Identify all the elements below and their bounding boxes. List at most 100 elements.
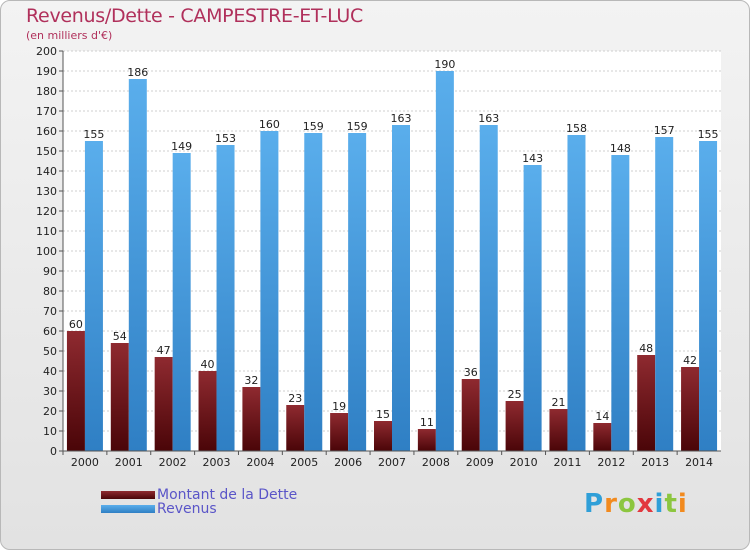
bar-dette — [374, 421, 392, 451]
y-tick-label: 0 — [50, 445, 57, 458]
logo-letter: P — [584, 489, 605, 519]
data-label-dette: 36 — [464, 366, 478, 379]
bar-revenus — [655, 137, 674, 451]
bar-dette — [330, 413, 349, 451]
y-tick-label: 40 — [43, 365, 57, 378]
legend-item-revenus: Revenus — [101, 501, 297, 517]
bar-dette — [593, 423, 612, 451]
proxiti-logo: Proxiti — [584, 489, 688, 519]
bar-revenus — [611, 155, 630, 451]
legend-swatch-revenus — [101, 505, 155, 513]
bar-revenus — [435, 71, 454, 451]
y-tick-label: 100 — [36, 245, 57, 258]
x-tick-label: 2002 — [159, 456, 187, 469]
bar-revenus — [348, 133, 367, 451]
bar-dette — [505, 401, 524, 451]
bar-revenus — [128, 79, 147, 451]
y-tick-label: 180 — [36, 85, 57, 98]
bar-revenus — [699, 141, 718, 451]
data-label-dette: 23 — [288, 392, 302, 405]
x-tick-label: 2011 — [553, 456, 581, 469]
y-tick-label: 150 — [36, 145, 57, 158]
logo-letter: t — [664, 489, 678, 519]
data-label-revenus: 148 — [610, 142, 631, 155]
y-tick-label: 110 — [36, 225, 57, 238]
data-label-revenus: 186 — [127, 66, 148, 79]
bars — [66, 71, 718, 451]
y-tick-label: 200 — [36, 45, 57, 58]
data-label-dette: 21 — [551, 396, 565, 409]
y-tick-label: 60 — [43, 325, 57, 338]
bar-dette — [417, 429, 436, 451]
data-label-revenus: 158 — [566, 122, 587, 135]
data-label-revenus: 143 — [522, 152, 543, 165]
legend: Montant de la Dette Revenus — [101, 487, 298, 517]
bar-dette — [681, 367, 700, 451]
x-tick-label: 2008 — [422, 456, 450, 469]
data-label-revenus: 159 — [347, 120, 368, 133]
data-label-dette: 25 — [508, 388, 522, 401]
data-label-dette: 48 — [639, 342, 653, 355]
logo-letter: r — [604, 489, 618, 519]
y-tick-label: 80 — [43, 285, 57, 298]
logo-letter: i — [654, 489, 665, 519]
y-tick-label: 20 — [43, 405, 57, 418]
y-tick-label: 160 — [36, 125, 57, 138]
y-tick-label: 120 — [36, 205, 57, 218]
data-label-dette: 40 — [201, 358, 215, 371]
legend-label-dette: Montant de la Dette — [157, 487, 298, 503]
data-label-dette: 60 — [69, 318, 83, 331]
bar-dette — [242, 387, 261, 451]
y-tick-label: 190 — [36, 65, 57, 78]
bar-revenus — [567, 135, 586, 451]
data-labels: 60 155 54 186 47 149 40 153 32 160 23 159 19 159 15 163… — [69, 58, 719, 429]
data-label-dette: 19 — [332, 400, 346, 413]
bar-revenus — [479, 125, 498, 451]
x-axis: 2000 2001 2002 2003 2004 2005 2006 2007 2008 2009… — [62, 450, 721, 469]
bar-revenus — [172, 153, 191, 451]
bar-revenus — [523, 165, 542, 451]
bar-revenus — [304, 133, 323, 451]
data-label-dette: 54 — [113, 330, 127, 343]
x-tick-label: 2007 — [378, 456, 406, 469]
data-label-revenus: 149 — [171, 140, 192, 153]
data-label-revenus: 190 — [434, 58, 455, 71]
bar-revenus — [392, 125, 410, 451]
data-label-dette: 11 — [420, 416, 434, 429]
y-tick-label: 140 — [36, 165, 57, 178]
legend-swatch-dette — [101, 491, 155, 499]
data-label-dette: 14 — [595, 410, 609, 423]
logo-letter: i — [677, 489, 688, 519]
x-tick-label: 2003 — [203, 456, 231, 469]
data-label-revenus: 157 — [654, 124, 675, 137]
data-label-revenus: 163 — [391, 112, 412, 125]
y-tick-label: 130 — [36, 185, 57, 198]
data-label-dette: 42 — [683, 354, 697, 367]
y-axis: 0 10 20 30 40 50 60 70 80 90 100 110 120 130 140 150 160… — [36, 45, 64, 458]
data-label-revenus: 153 — [215, 132, 236, 145]
x-tick-label: 2010 — [510, 456, 538, 469]
bar-revenus — [216, 145, 235, 451]
x-tick-label: 2009 — [466, 456, 494, 469]
logo-letter: x — [636, 489, 655, 519]
logo-letter: o — [617, 489, 637, 519]
y-tick-label: 50 — [43, 345, 57, 358]
data-label-revenus: 155 — [698, 128, 719, 141]
x-tick-label: 2005 — [290, 456, 318, 469]
bar-dette — [549, 409, 568, 451]
bar-dette — [198, 371, 217, 451]
x-tick-label: 2014 — [685, 456, 713, 469]
bar-dette — [461, 379, 480, 451]
x-tick-label: 2013 — [641, 456, 669, 469]
y-tick-label: 30 — [43, 385, 57, 398]
x-tick-label: 2000 — [71, 456, 99, 469]
bar-dette — [286, 405, 305, 451]
chart-subtitle: (en milliers d'€) — [26, 29, 113, 42]
data-label-revenus: 159 — [303, 120, 324, 133]
data-label-dette: 15 — [376, 408, 390, 421]
data-label-revenus: 160 — [259, 118, 280, 131]
x-tick-label: 2006 — [334, 456, 362, 469]
x-tick-label: 2001 — [115, 456, 143, 469]
